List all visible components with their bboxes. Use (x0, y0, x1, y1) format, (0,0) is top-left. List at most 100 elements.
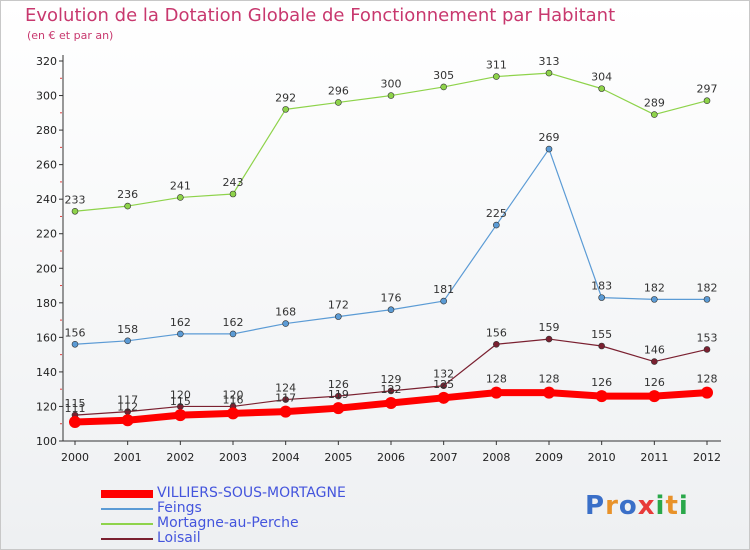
data-label: 311 (486, 59, 507, 72)
data-label: 125 (433, 378, 454, 391)
data-point (124, 337, 131, 345)
data-label: 156 (486, 326, 507, 339)
data-point (227, 407, 239, 420)
data-label: 128 (486, 373, 507, 386)
data-label: 233 (65, 193, 86, 206)
data-point (598, 85, 605, 92)
data-label: 117 (117, 394, 138, 407)
data-point (177, 194, 184, 201)
data-point (69, 416, 81, 428)
data-point (229, 330, 237, 338)
legend-label: Mortagne-au-Perche (157, 515, 299, 531)
data-label: 122 (381, 383, 402, 396)
data-point (385, 397, 397, 409)
x-tick-label: 2001 (114, 451, 142, 464)
data-label: 156 (65, 326, 86, 339)
y-tick-label: 300 (36, 90, 57, 103)
x-tick-label: 2000 (61, 451, 89, 464)
x-tick-label: 2005 (324, 451, 352, 464)
data-point (595, 390, 608, 403)
data-label: 176 (381, 292, 402, 305)
legend-label: Feings (157, 500, 202, 516)
data-point (493, 340, 500, 348)
x-tick-label: 2011 (640, 451, 668, 464)
data-label: 120 (223, 388, 244, 401)
data-label: 115 (65, 397, 86, 410)
data-label: 128 (697, 373, 718, 386)
data-point (440, 83, 447, 91)
data-label: 126 (644, 376, 665, 389)
data-point (545, 145, 553, 153)
data-label: 243 (223, 176, 244, 189)
chart-subtitle: (en € et par an) (27, 29, 114, 42)
data-label: 155 (591, 328, 612, 341)
data-point (490, 386, 503, 399)
logo-letter: i (678, 491, 689, 521)
data-label: 304 (591, 71, 612, 84)
legend-label: Loisail (157, 530, 201, 546)
data-label: 111 (65, 402, 86, 415)
y-tick-label: 280 (36, 124, 57, 137)
data-point (335, 313, 342, 320)
data-point (282, 396, 289, 403)
legend-swatch (101, 523, 153, 525)
data-point (493, 221, 500, 229)
data-point (387, 387, 395, 395)
x-tick-label: 2010 (588, 451, 616, 464)
y-tick-label: 120 (36, 400, 57, 413)
logo-letter: r (605, 491, 619, 521)
legend-swatch (101, 538, 153, 540)
data-label: 182 (697, 281, 718, 294)
data-point (282, 320, 289, 327)
data-label: 236 (117, 188, 138, 201)
x-tick-label: 2009 (535, 451, 563, 464)
data-point (335, 99, 342, 106)
y-tick-label: 240 (36, 193, 57, 206)
proxiti-logo: Proxiti (585, 491, 689, 521)
data-point (387, 92, 395, 99)
data-point (387, 306, 395, 314)
data-point (701, 386, 713, 399)
data-label: 119 (328, 388, 349, 401)
data-point (651, 296, 658, 303)
x-tick-label: 2004 (272, 451, 300, 464)
data-label: 129 (381, 373, 402, 386)
y-tick-label: 140 (36, 366, 57, 379)
x-tick-label: 2003 (219, 451, 247, 464)
data-point (651, 358, 658, 365)
data-label: 126 (591, 376, 612, 389)
data-point (282, 106, 289, 113)
data-label: 162 (170, 316, 191, 329)
data-label: 183 (591, 280, 612, 293)
y-tick-label: 100 (36, 435, 57, 448)
data-point (703, 296, 711, 303)
data-label: 117 (275, 392, 296, 405)
y-tick-label: 200 (36, 262, 57, 275)
data-label: 297 (697, 83, 718, 96)
data-point (493, 73, 500, 80)
y-tick-label: 260 (36, 159, 57, 172)
data-point (71, 340, 79, 348)
data-point (598, 294, 605, 301)
x-tick-label: 2002 (166, 451, 194, 464)
legend-label: VILLIERS-SOUS-MORTAGNE (157, 485, 346, 501)
data-label: 269 (539, 131, 560, 144)
logo-letter: P (585, 491, 606, 521)
data-point (545, 335, 553, 343)
chart-title: Evolution de la Dotation Globale de Fonc… (25, 5, 616, 26)
data-point (174, 409, 187, 422)
data-label: 124 (275, 382, 296, 395)
logo-letter: t (665, 491, 679, 521)
logo-letter: i (655, 491, 666, 521)
data-point (440, 382, 447, 390)
data-point (229, 190, 237, 198)
data-point (703, 346, 711, 353)
x-tick-label: 2012 (693, 451, 721, 464)
data-label: 132 (433, 368, 454, 381)
y-tick-label: 180 (36, 297, 57, 310)
data-point (335, 392, 342, 400)
data-point (598, 342, 605, 350)
data-label: 300 (381, 78, 402, 91)
